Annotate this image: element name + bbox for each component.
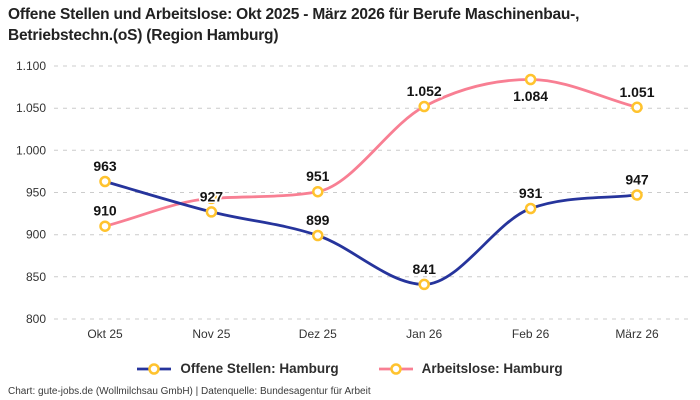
y-tick-label-1-050: 1.050 xyxy=(16,101,46,115)
data-label-offene-stellen-hamburg-feb-26: 931 xyxy=(519,185,543,201)
data-point-offene-stellen-hamburg-feb-26[interactable] xyxy=(524,202,537,215)
x-axis-label-nov-25: Nov 25 xyxy=(192,327,230,341)
data-label-offene-stellen-hamburg-m-rz-26: 947 xyxy=(625,172,649,188)
legend-item-arbeitslose[interactable]: Arbeitslose: Hamburg xyxy=(378,361,563,376)
legend: Offene Stellen: Hamburg Arbeitslose: Ham… xyxy=(0,361,700,376)
y-tick-label-1-100: 1.100 xyxy=(16,59,46,73)
data-point-offene-stellen-hamburg-dez-25[interactable] xyxy=(312,229,324,242)
x-axis-label-feb-26: Feb 26 xyxy=(512,327,550,341)
data-point-arbeitslose-hamburg-okt-25[interactable] xyxy=(99,220,111,232)
y-tick-label-800: 800 xyxy=(26,312,46,326)
legend-label-offene-stellen: Offene Stellen: Hamburg xyxy=(180,361,339,376)
chart-source: Chart: gute-jobs.de (Wollmilchsau GmbH) … xyxy=(8,386,371,397)
data-label-offene-stellen-hamburg-dez-25: 899 xyxy=(306,212,330,228)
data-label-arbeitslose-hamburg-m-rz-26: 1.051 xyxy=(619,84,654,100)
data-point-arbeitslose-hamburg-m-rz-26[interactable] xyxy=(631,101,643,114)
y-tick-label-850: 850 xyxy=(26,270,46,284)
legend-swatch-offene-stellen-icon xyxy=(137,362,172,375)
y-tick-label-950: 950 xyxy=(26,186,46,200)
legend-item-offene-stellen[interactable]: Offene Stellen: Hamburg xyxy=(137,361,339,376)
data-point-arbeitslose-hamburg-jan-26[interactable] xyxy=(418,100,430,113)
series-line-offene-stellen-hamburg xyxy=(103,180,639,286)
data-point-arbeitslose-hamburg-feb-26[interactable] xyxy=(524,73,537,86)
data-label-arbeitslose-hamburg-okt-25: 910 xyxy=(93,203,117,219)
data-label-offene-stellen-hamburg-jan-26: 841 xyxy=(413,261,437,277)
data-point-arbeitslose-hamburg-dez-25[interactable] xyxy=(312,185,324,198)
legend-swatch-arbeitslose-icon xyxy=(378,362,413,375)
legend-label-arbeitslose: Arbeitslose: Hamburg xyxy=(421,361,563,376)
y-tick-label-1-000: 1.000 xyxy=(16,143,46,157)
x-axis-label-okt-25: Okt 25 xyxy=(87,327,123,341)
data-label-arbeitslose-hamburg-feb-26: 1.084 xyxy=(513,88,548,104)
chart-title: Offene Stellen und Arbeitslose: Okt 2025… xyxy=(8,6,580,45)
data-label-offene-stellen-hamburg-okt-25: 963 xyxy=(93,158,117,174)
data-point-arbeitslose-hamburg-nov-25[interactable] xyxy=(205,192,218,205)
series-line-arbeitslose-hamburg xyxy=(103,78,639,228)
data-point-offene-stellen-hamburg-okt-25[interactable] xyxy=(99,175,111,188)
data-label-offene-stellen-hamburg-nov-25: 927 xyxy=(200,188,224,204)
data-point-offene-stellen-hamburg-m-rz-26[interactable] xyxy=(631,189,643,201)
x-axis-label-m-rz-26: März 26 xyxy=(615,327,659,341)
x-axis-label-jan-26: Jan 26 xyxy=(406,327,442,341)
data-point-offene-stellen-hamburg-nov-25[interactable] xyxy=(205,206,218,218)
y-tick-label-900: 900 xyxy=(26,228,46,242)
x-axis-label-dez-25: Dez 25 xyxy=(299,327,337,341)
data-label-arbeitslose-hamburg-jan-26: 1.052 xyxy=(407,83,442,99)
data-label-arbeitslose-hamburg-dez-25: 951 xyxy=(306,168,330,184)
data-point-offene-stellen-hamburg-jan-26[interactable] xyxy=(418,278,430,291)
